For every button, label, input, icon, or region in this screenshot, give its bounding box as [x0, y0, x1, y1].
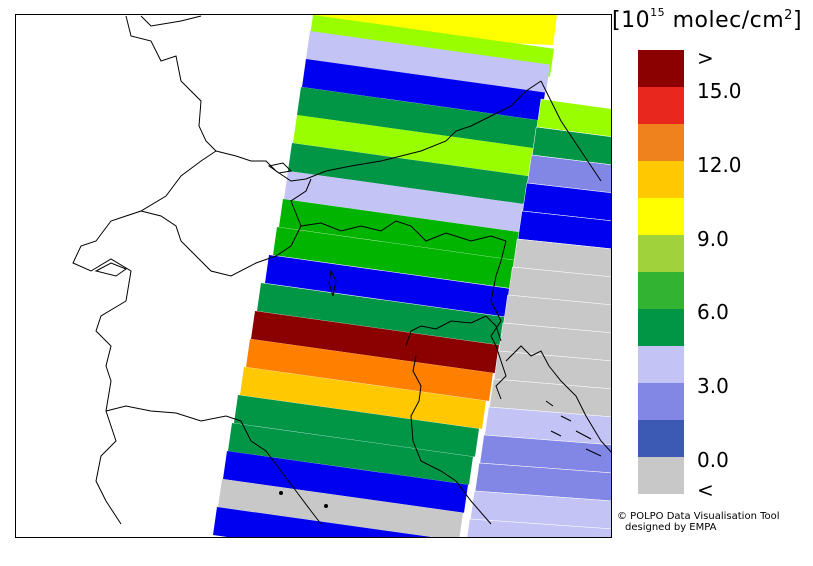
- swath-stripe: [302, 59, 545, 121]
- swath-east-stripe: [508, 266, 611, 306]
- lake-constance: [267, 162, 293, 174]
- legend-label-9: 9.0: [697, 227, 729, 251]
- lake-geneva: [94, 262, 128, 277]
- legend-label-3: 3.0: [697, 374, 729, 398]
- coast-croatia: [505, 345, 611, 453]
- swath-east-stripe: [503, 294, 611, 334]
- swath-stripe: [240, 367, 486, 429]
- country-borders: [72, 15, 602, 525]
- swath-east-stripe: [522, 182, 611, 222]
- swath-stripe: [234, 395, 479, 457]
- legend-label-0: 0.0: [697, 448, 729, 472]
- lake-garda: [328, 269, 337, 297]
- swath-stripe: [284, 171, 526, 233]
- coast-adriatic-north: [405, 315, 502, 347]
- coast-istria: [490, 335, 507, 400]
- swath-stripe: [293, 115, 536, 177]
- border-france-germany: [125, 15, 217, 152]
- coast-ligurian: [105, 405, 242, 422]
- border-germany-switzerland: [215, 80, 542, 182]
- legend-swatch-10: [638, 420, 684, 457]
- swath-stripe: [306, 31, 550, 93]
- swath-stripe: [288, 143, 531, 205]
- legend-label-over: >: [697, 46, 714, 70]
- island-dot-1: [279, 491, 283, 495]
- legend-swatch-5: [638, 235, 684, 272]
- island-dot-2: [324, 504, 328, 508]
- swath-east-stripe: [479, 434, 611, 474]
- swath-stripe: [257, 283, 506, 346]
- unit-text: molec/cm: [665, 8, 785, 33]
- swath-east-stripe: [512, 238, 611, 278]
- legend-label-6: 6.0: [697, 300, 729, 324]
- legend-swatch-3: [638, 161, 684, 198]
- legend-label-12: 12.0: [697, 153, 742, 177]
- legend-swatch-0: [638, 50, 684, 87]
- credit-text: © POLPO Data Visualisation Tool designed…: [617, 511, 780, 533]
- swath-east-stripe: [531, 126, 611, 166]
- border-austria-italy: [290, 178, 312, 227]
- legend-label-15: 15.0: [697, 79, 742, 103]
- border-germany-north: [140, 15, 202, 27]
- credit-line-1: © POLPO Data Visualisation Tool: [617, 511, 780, 522]
- coast-italy-east: [410, 355, 492, 525]
- swath-stripe: [213, 507, 432, 537]
- legend-swatch-11: [638, 457, 684, 494]
- islands-dalmatia: [545, 400, 602, 457]
- legend-swatch-4: [638, 198, 684, 235]
- legend-label-under: <: [697, 478, 714, 502]
- satellite-swath: [213, 15, 557, 537]
- legend-swatch-8: [638, 346, 684, 383]
- legend-swatch-6: [638, 272, 684, 309]
- swath-east-stripe: [484, 406, 611, 446]
- credit-line-2: designed by EMPA: [625, 522, 717, 533]
- border-austria-east: [540, 80, 602, 182]
- unit-exponent: 15: [650, 6, 666, 19]
- color-legend: [638, 50, 684, 494]
- swath-east-stripe: [489, 378, 611, 418]
- swath-stripe: [279, 199, 521, 261]
- swath-stripe: [223, 451, 468, 513]
- legend-swatch-9: [638, 383, 684, 420]
- unit-base: 10: [621, 8, 651, 33]
- lakes: [94, 162, 337, 508]
- swath-east-stripe: [470, 490, 611, 530]
- swath-east-stripe: [466, 518, 611, 537]
- swath-stripe: [273, 227, 516, 289]
- swath-east-stripe: [517, 210, 611, 250]
- swath-stripe: [251, 311, 499, 374]
- coastline: [105, 315, 611, 525]
- swath-stripe: [297, 87, 541, 149]
- unit-label: [1015 molec/cm2]: [612, 6, 803, 33]
- swath-stripe: [228, 423, 473, 485]
- legend-swatch-2: [638, 124, 684, 161]
- legend-swatch-7: [638, 309, 684, 346]
- swath-stripe: [265, 255, 511, 317]
- swath-stripe: [246, 339, 493, 402]
- border-france-switzerland: [72, 150, 217, 525]
- coast-italy-west: [240, 420, 322, 525]
- swath-east-stripe: [474, 462, 611, 502]
- map-panel: [15, 14, 612, 538]
- legend-swatch-1: [638, 87, 684, 124]
- unit-square: 2: [784, 8, 793, 23]
- map-canvas: [72, 15, 611, 537]
- swath-east-stripe: [536, 98, 611, 137]
- border-slovenia: [490, 240, 507, 337]
